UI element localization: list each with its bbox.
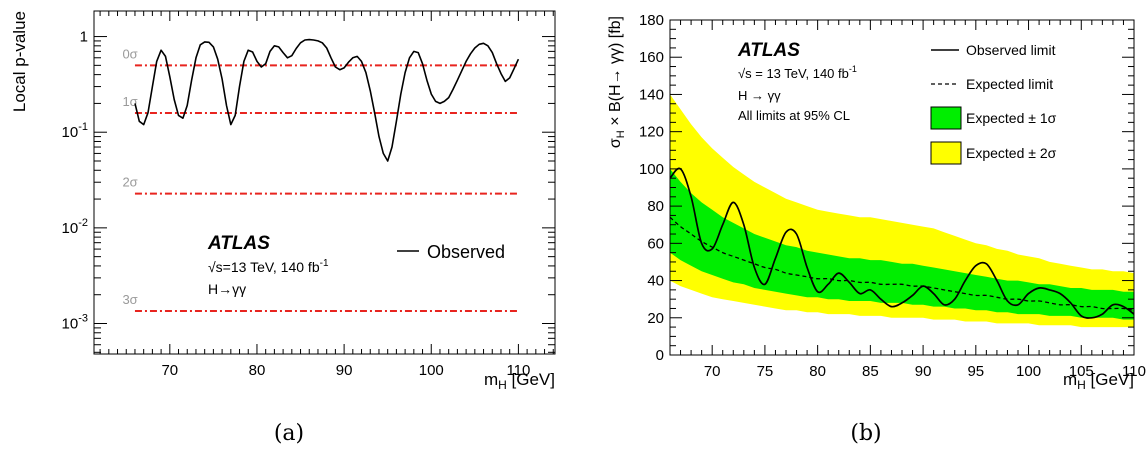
- sigma-label-1: 1σ: [122, 94, 137, 109]
- atlas-label: ATLAS: [207, 233, 270, 254]
- plot-area-b: [669, 94, 1135, 328]
- x-tick-label-b: 105: [1069, 363, 1094, 380]
- y-tick-label-b: 140: [639, 86, 664, 103]
- y-tick-label-b: 40: [647, 273, 664, 290]
- info-energy-lumi: √s = 13 TeV, 140 fb-1: [738, 64, 857, 81]
- x-tick-label-a: 110: [506, 362, 530, 379]
- y-tick-label-a: 10-2: [62, 217, 88, 237]
- sigma-label-3: 3σ: [122, 292, 137, 307]
- x-tick-label-b: 85: [862, 363, 879, 380]
- legend-swatch-1sigma: [930, 106, 962, 130]
- y-axis-label-b: σH × B(H→ γγ) [fb]: [607, 16, 627, 148]
- y-tick-label-a: 10-3: [62, 313, 88, 333]
- x-tick-label-a: 90: [336, 362, 353, 379]
- y-tick-label-b: 120: [639, 124, 664, 141]
- y-tick-label-b: 180: [639, 12, 664, 29]
- legend-b: Observed limit Expected limit Expected ± 1…: [930, 42, 1057, 165]
- legend-label-expected: Expected limit: [966, 76, 1053, 92]
- x-axis-label-a: mH [GeV]: [484, 370, 555, 392]
- legend-swatch-2sigma: [930, 141, 962, 165]
- panel-b-cross-section-limits: 70 75 80 85 90 95 100 105 110 0 20 40 60 80 100 120 140 1…: [607, 12, 1146, 392]
- caption-a: (a): [274, 421, 304, 446]
- x-tick-label-b: 75: [757, 363, 774, 380]
- plot-area-a: [134, 38, 520, 162]
- reference-lines: 0σ 1σ 2σ 3σ: [122, 46, 519, 313]
- band-1sigma: [670, 168, 1134, 320]
- panel-a-local-p-value: 0σ 1σ 2σ 3σ 70 80 90 100 110 1 10-1 10-2 10-3 Local…: [10, 10, 556, 392]
- sigma-label-0: 0σ: [122, 46, 137, 61]
- y-tick-label-b: 80: [647, 198, 664, 215]
- y-tick-label-b: 100: [639, 161, 664, 178]
- legend-label-observed: Observed: [427, 242, 505, 262]
- x-tick-label-a: 70: [161, 362, 178, 379]
- x-tick-label-b: 70: [704, 363, 721, 380]
- x-tick-label-b: 100: [1016, 363, 1041, 380]
- axis-ticks-b: 70 75 80 85 90 95 100 105 110 0 20 40 60 80 100 120 140 1…: [639, 12, 1146, 380]
- legend-label-1sigma: Expected ± 1σ: [966, 110, 1057, 126]
- legend-label-2sigma: Expected ± 2σ: [966, 145, 1057, 161]
- y-tick-label-b: 0: [656, 347, 664, 364]
- expected-limit-line: [669, 216, 1135, 311]
- y-tick-label-b: 160: [639, 49, 664, 66]
- legend-label-observed: Observed limit: [966, 42, 1056, 58]
- info-channel: H→γγ: [208, 281, 246, 297]
- x-tick-label-a: 100: [419, 362, 444, 379]
- axes-frame-a: [93, 10, 556, 355]
- info-channel: H → γγ: [738, 88, 781, 103]
- x-tick-label-b: 90: [915, 363, 932, 380]
- atlas-info-a: ATLAS √s=13 TeV, 140 fb-1 H→γγ: [207, 233, 329, 297]
- sigma-label-2: 2σ: [122, 175, 137, 190]
- axis-ticks-a: 70 80 90 100 110 1 10-1 10-2 10-3: [62, 11, 555, 379]
- y-tick-label-a: 10-1: [62, 121, 88, 141]
- x-axis-label-b: mH [GeV]: [1063, 370, 1134, 392]
- y-axis-label-a: Local p-value: [10, 11, 29, 112]
- observed-limit-line: [669, 167, 1135, 319]
- x-tick-label-b: 110: [1122, 363, 1146, 380]
- caption-b: (b): [850, 421, 881, 446]
- y-tick-label-b: 20: [647, 310, 664, 327]
- y-tick-label-a: 1: [80, 29, 88, 46]
- info-cl: All limits at 95% CL: [738, 108, 850, 123]
- x-tick-label-b: 80: [809, 363, 826, 380]
- x-tick-label-a: 80: [249, 362, 266, 379]
- info-energy-lumi: √s=13 TeV, 140 fb-1: [208, 258, 329, 275]
- atlas-label: ATLAS: [737, 40, 800, 61]
- observed-curve: [134, 38, 520, 162]
- x-tick-label-b: 95: [967, 363, 984, 380]
- atlas-info-b: ATLAS √s = 13 TeV, 140 fb-1 H → γγ All l…: [737, 40, 857, 123]
- legend-a: Observed: [397, 242, 505, 262]
- y-tick-label-b: 60: [647, 235, 664, 252]
